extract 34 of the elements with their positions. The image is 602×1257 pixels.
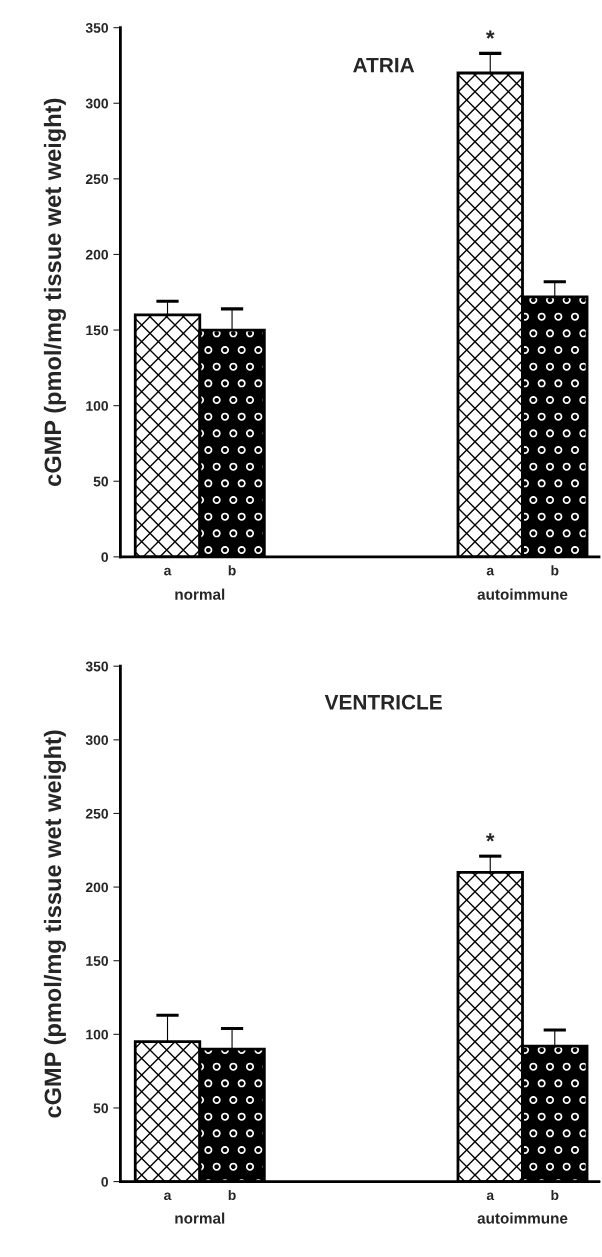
y-tick-label: 0: [101, 552, 109, 563]
y-tick-label: 150: [86, 956, 109, 966]
series-label: b: [228, 1189, 236, 1201]
y-tick-label: 150: [86, 325, 109, 336]
y-tick-label: 300: [85, 98, 109, 109]
text: b: [551, 1189, 559, 1201]
y-tick-label: 50: [93, 476, 109, 487]
y-tick-label: 350: [85, 661, 109, 672]
y-tick-label: 250: [85, 174, 109, 185]
series-label: b: [228, 565, 236, 576]
x-tick-label: normal: [175, 1212, 225, 1224]
x-tick-label: normal: [175, 588, 225, 600]
y-tick-label: 250: [85, 808, 109, 819]
y-tick-label: 50: [93, 1103, 109, 1114]
text: ATRIA: [353, 57, 415, 73]
y-tick-label: 100: [86, 1029, 109, 1040]
y-tick-label: 300: [85, 735, 109, 746]
text: VENTRICLE: [324, 694, 442, 710]
y-tick-label: 200: [85, 249, 109, 260]
y-tick-label: 350: [85, 22, 109, 33]
text: a: [486, 1192, 495, 1201]
y-tick-label: 200: [85, 882, 109, 893]
series-label: a: [164, 1192, 172, 1201]
annotation: *: [485, 30, 495, 39]
y-axis-title: cGMP (pmol/mg tissue wet weight): [43, 98, 66, 486]
y-tick-label: 100: [86, 400, 109, 411]
x-tick-label: autoimmune: [477, 588, 568, 600]
text: a: [486, 567, 495, 576]
y-axis-title: cGMP (pmol/mg tissue wet weight): [43, 730, 66, 1118]
y-tick-label: 0: [101, 1176, 109, 1187]
text: b: [551, 565, 559, 576]
x-tick-label: autoimmune: [477, 1212, 568, 1224]
annotation: *: [485, 833, 495, 842]
series-label: a: [164, 567, 172, 576]
